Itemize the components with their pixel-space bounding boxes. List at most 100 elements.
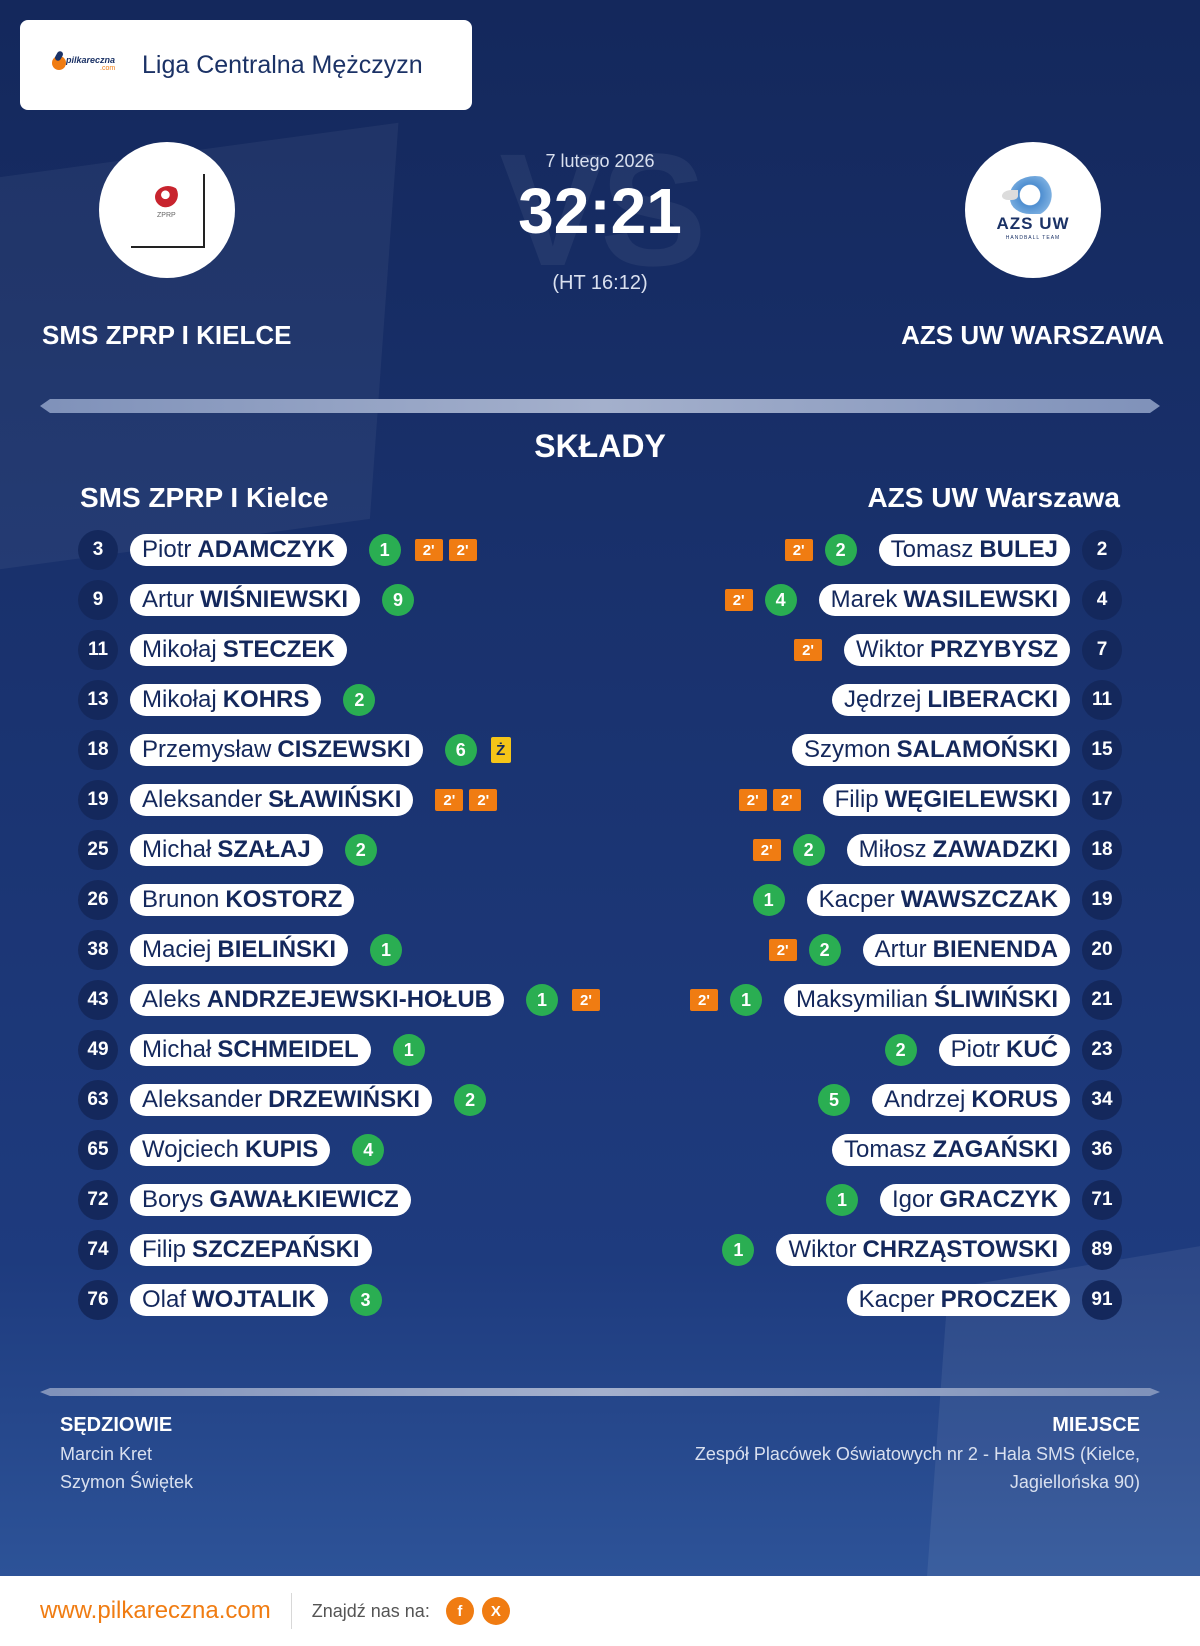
league-name: Liga Centralna Mężczyzn bbox=[142, 50, 423, 79]
goals-badge: 4 bbox=[764, 584, 797, 616]
player-name: Borys GAWAŁKIEWICZ bbox=[130, 1184, 411, 1216]
away-roster-title: AZS UW Warszawa bbox=[867, 482, 1120, 513]
player-name: Szymon SALAMOŃSKI bbox=[791, 734, 1070, 766]
suspension-badge: 2' bbox=[572, 989, 600, 1011]
player-row: 26 Brunon KOSTORZ bbox=[78, 875, 638, 925]
player-number: 13 bbox=[78, 680, 118, 720]
player-name: Tomasz BULEJ bbox=[878, 534, 1070, 566]
vs-watermark: VS bbox=[499, 120, 706, 299]
player-row: 38 Maciej BIELIŃSKI 1 bbox=[78, 925, 638, 975]
player-name: Marek WASILEWSKI bbox=[818, 584, 1070, 616]
facebook-icon[interactable]: f bbox=[445, 1597, 474, 1625]
player-last-name: PROCZEK bbox=[940, 1286, 1058, 1313]
player-last-name: STECZEK bbox=[222, 636, 335, 663]
player-number: 4 bbox=[1082, 580, 1122, 620]
player-name: Aleksander SŁAWIŃSKI bbox=[130, 784, 414, 816]
player-number: 43 bbox=[78, 980, 118, 1020]
player-row: 18 Miłosz ZAWADZKI 2 2' bbox=[562, 825, 1122, 875]
player-first-name: Maciej bbox=[142, 936, 212, 963]
player-name: Wiktor PRZYBYSZ bbox=[843, 634, 1070, 666]
player-number: 34 bbox=[1082, 1080, 1122, 1120]
player-name: Maksymilian ŚLIWIŃSKI bbox=[783, 984, 1070, 1016]
match-score: 32:21 bbox=[518, 175, 682, 247]
player-name: Artur WIŚNIEWSKI bbox=[130, 584, 361, 616]
player-stats: 2' bbox=[794, 639, 822, 661]
find-us-label: Znajdź nas na: bbox=[311, 1600, 430, 1621]
player-first-name: Marek bbox=[830, 586, 898, 613]
player-first-name: Aleksander bbox=[142, 1086, 263, 1113]
player-name: Miłosz ZAWADZKI bbox=[846, 834, 1070, 866]
player-first-name: Kacper bbox=[858, 1286, 935, 1313]
player-row: 13 Mikołaj KOHRS 2 bbox=[78, 675, 638, 725]
player-stats: 4 2' bbox=[724, 584, 797, 616]
player-stats: 1 2' bbox=[526, 984, 600, 1016]
player-first-name: Borys bbox=[142, 1186, 204, 1213]
yellow-card-badge: Ż bbox=[490, 737, 511, 763]
player-name: Tomasz ZAGAŃSKI bbox=[831, 1134, 1070, 1166]
suspension-badge: 2' bbox=[784, 539, 813, 561]
player-first-name: Maksymilian bbox=[795, 986, 928, 1013]
goals-badge: 2 bbox=[808, 934, 841, 966]
away-team-name: AZS UW WARSZAWA bbox=[901, 320, 1164, 350]
player-name: Piotr KUĆ bbox=[938, 1034, 1070, 1066]
x-icon[interactable]: X bbox=[481, 1597, 510, 1625]
site-link[interactable]: www.pilkareczna.com bbox=[40, 1597, 271, 1624]
goals-badge: 1 bbox=[825, 1184, 858, 1216]
player-stats: 2 bbox=[884, 1034, 917, 1066]
match-date: 7 lutego 2026 bbox=[545, 151, 655, 171]
referees-title: SĘDZIOWIE bbox=[60, 1414, 173, 1436]
goals-badge: 5 bbox=[817, 1084, 850, 1116]
player-stats: 2 2' bbox=[752, 834, 825, 866]
squads-title: SKŁADY bbox=[534, 428, 666, 464]
referees-list: Marcin Kret Szymon Świętek bbox=[60, 1440, 193, 1496]
player-first-name: Michał bbox=[142, 1036, 212, 1063]
player-name: Michał SZAŁAJ bbox=[130, 834, 323, 866]
venue-line: Zespół Placówek Oświatowych nr 2 - Hala … bbox=[694, 1444, 1140, 1464]
halftime-score: (HT 16:12) bbox=[552, 272, 648, 294]
player-last-name: BULEJ bbox=[979, 536, 1058, 563]
venue-text: Zespół Placówek Oświatowych nr 2 - Hala … bbox=[660, 1440, 1140, 1496]
player-number: 19 bbox=[78, 780, 118, 820]
player-last-name: ZAWADZKI bbox=[932, 836, 1058, 863]
player-last-name: ŚLIWIŃSKI bbox=[934, 986, 1058, 1013]
player-number: 71 bbox=[1082, 1180, 1122, 1220]
player-row: 19 Kacper WAWSZCZAK 1 bbox=[562, 875, 1122, 925]
player-name: Michał SCHMEIDEL bbox=[130, 1034, 371, 1066]
player-last-name: ZAGAŃSKI bbox=[932, 1136, 1058, 1163]
goals-badge: 1 bbox=[722, 1234, 755, 1266]
player-last-name: KUĆ bbox=[1006, 1036, 1058, 1063]
home-team-name: SMS ZPRP I KIELCE bbox=[42, 320, 292, 350]
player-name: Olaf WOJTALIK bbox=[130, 1284, 328, 1316]
player-row: 34 Andrzej KORUS 5 bbox=[562, 1075, 1122, 1125]
player-number: 21 bbox=[1082, 980, 1122, 1020]
suspension-badge: 2' bbox=[752, 839, 781, 861]
player-last-name: KUPIS bbox=[244, 1136, 319, 1163]
player-first-name: Artur bbox=[142, 586, 195, 613]
player-number: 36 bbox=[1082, 1130, 1122, 1170]
player-number: 76 bbox=[78, 1280, 118, 1320]
player-last-name: CISZEWSKI bbox=[277, 736, 411, 763]
player-first-name: Filip bbox=[834, 786, 879, 813]
player-last-name: GAWAŁKIEWICZ bbox=[209, 1186, 399, 1213]
player-row: 63 Aleksander DRZEWIŃSKI 2 bbox=[78, 1075, 638, 1125]
player-last-name: SALAMOŃSKI bbox=[896, 736, 1058, 763]
player-stats: 9 bbox=[382, 584, 415, 616]
player-first-name: Tomasz bbox=[890, 536, 974, 563]
player-last-name: WASILEWSKI bbox=[903, 586, 1058, 613]
player-stats: 1 bbox=[722, 1234, 755, 1266]
player-last-name: LIBERACKI bbox=[927, 686, 1058, 713]
goals-badge: 2 bbox=[344, 834, 377, 866]
player-stats: 1 bbox=[752, 884, 785, 916]
player-name: Kacper WAWSZCZAK bbox=[806, 884, 1070, 916]
goals-badge: 2 bbox=[884, 1034, 917, 1066]
player-row: 9 Artur WIŚNIEWSKI 9 bbox=[78, 575, 638, 625]
player-last-name: KOSTORZ bbox=[225, 886, 343, 913]
referee-name: Marcin Kret bbox=[60, 1444, 153, 1464]
player-number: 20 bbox=[1082, 930, 1122, 970]
player-row: 43 Aleks ANDRZEJEWSKI-HOŁUB 1 2' bbox=[78, 975, 638, 1025]
player-last-name: WĘGIELEWSKI bbox=[884, 786, 1058, 813]
player-row: 15 Szymon SALAMOŃSKI bbox=[562, 725, 1122, 775]
player-number: 11 bbox=[1082, 680, 1122, 720]
player-number: 15 bbox=[1082, 730, 1122, 770]
player-number: 19 bbox=[1082, 880, 1122, 920]
